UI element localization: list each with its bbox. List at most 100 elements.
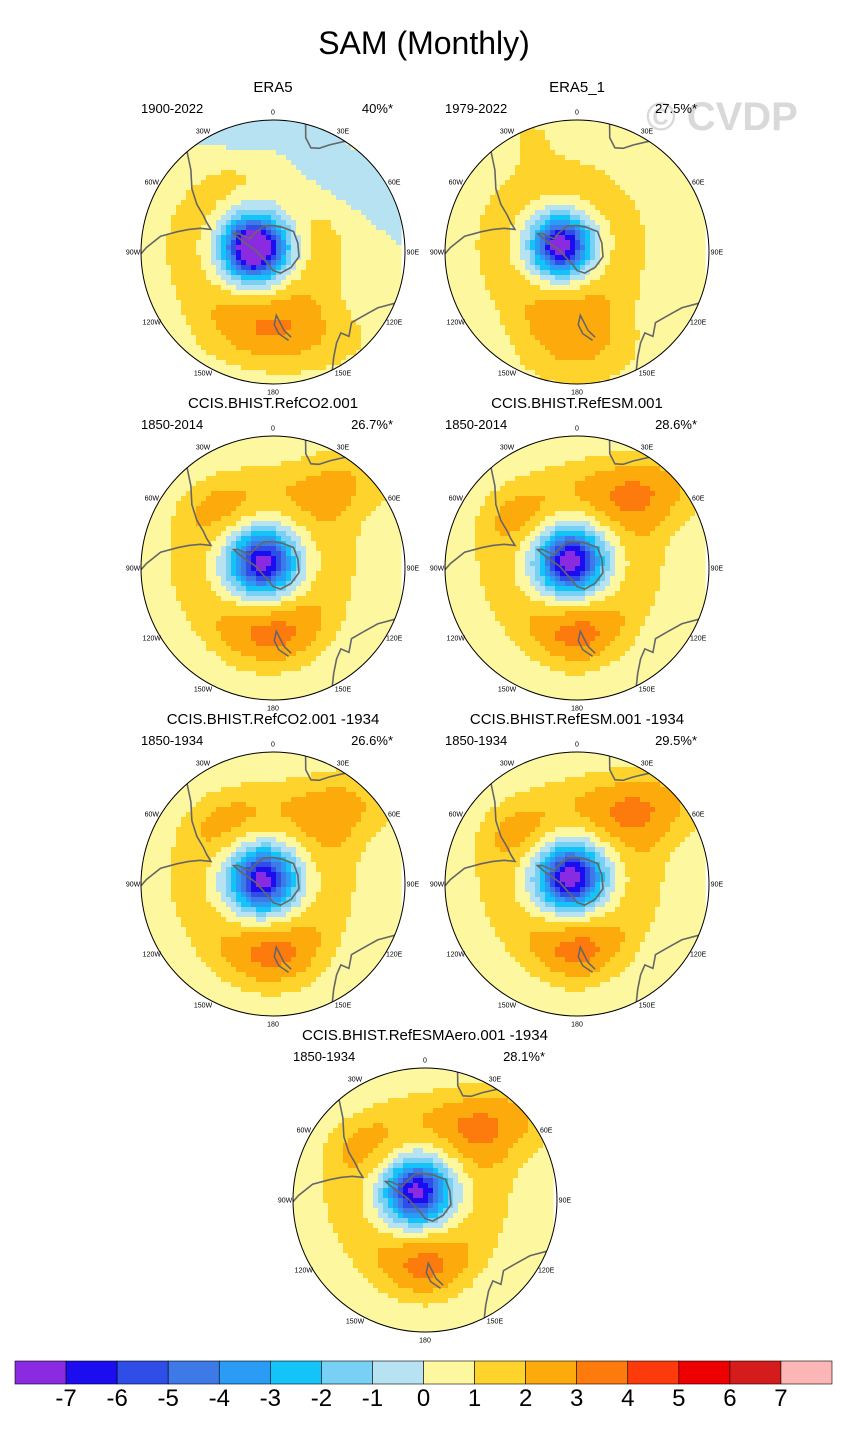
australia-coastline	[635, 617, 703, 690]
map-panel: 0 30E 60E 90E 120E 150E 180 150W 120W 90W 60W 30W CC…	[430, 711, 724, 1028]
panel-variance: 26.6%*	[351, 733, 393, 748]
australia-coastline	[331, 933, 399, 1006]
lon-tick-label: 60W	[449, 180, 464, 187]
colorbar-swatch	[14, 1360, 67, 1385]
lon-tick-label: 120E	[386, 635, 403, 642]
lon-tick-label: 150W	[498, 1003, 517, 1010]
samerica-coastline	[445, 780, 517, 890]
colorbar-swatch	[627, 1360, 680, 1385]
lon-tick-label: 180	[571, 389, 583, 396]
panel-variance: 28.6%*	[655, 417, 697, 432]
colorbar-label: 6	[723, 1385, 736, 1412]
nz-coastline	[577, 312, 596, 342]
lon-tick-label: 90E	[407, 882, 420, 889]
lon-tick-label: 90W	[126, 882, 141, 889]
panel-title: CCIS.BHIST.RefCO2.001	[188, 395, 358, 412]
colorbar-swatch	[729, 1360, 782, 1385]
lon-tick-label: 150E	[639, 1003, 656, 1010]
lon-tick-label: 60E	[540, 1128, 553, 1135]
africa-coastline	[456, 1069, 498, 1098]
australia-coastline	[635, 301, 703, 374]
lon-ticks: 0 30E 60E 90E 120E 150E 180 150W 120W 90W 60W 30W	[430, 426, 724, 713]
colorbar-label: -6	[106, 1385, 127, 1412]
panel-period: 1850-1934	[293, 1049, 355, 1064]
samerica-coastline	[445, 148, 517, 258]
lon-tick-label: 120W	[143, 635, 162, 642]
lon-tick-label: 60W	[145, 180, 160, 187]
lon-tick-label: 90W	[430, 882, 445, 889]
lon-tick-label: 30E	[641, 444, 654, 451]
lon-ticks: 0 30E 60E 90E 120E 150E 180 150W 120W 90W 60W 30W	[430, 742, 724, 1029]
panel-title: ERA5_1	[549, 79, 605, 96]
colorbar-label: -7	[55, 1385, 76, 1412]
australia-coastline	[331, 617, 399, 690]
nz-coastline	[425, 1260, 444, 1290]
lon-tick-label: 150E	[639, 687, 656, 694]
panel-variance: 26.7%*	[351, 417, 393, 432]
watermark: © CVDP	[646, 95, 798, 139]
lon-tick-label: 120W	[143, 319, 162, 326]
lon-tick-label: 60W	[449, 812, 464, 819]
lon-tick-label: 120E	[538, 1267, 555, 1274]
lon-tick-label: 120E	[386, 319, 403, 326]
lon-ticks: 0 30E 60E 90E 120E 150E 180 150W 120W 90W 60W 30W	[430, 110, 724, 397]
antarctica-coastline	[535, 224, 604, 274]
colorbar-swatch	[321, 1360, 373, 1385]
colorbar-swatch	[116, 1360, 169, 1385]
contour-field	[141, 752, 402, 1016]
lon-tick-label: 90E	[407, 566, 420, 573]
lon-tick-label: 30E	[489, 1076, 502, 1083]
lon-ticks: 0 30E 60E 90E 120E 150E 180 150W 120W 90W 60W 30W	[126, 110, 420, 397]
nz-coastline	[273, 944, 292, 974]
lon-tick-label: 150E	[335, 687, 352, 694]
lon-tick-label: 150W	[498, 371, 517, 378]
nz-coastline	[577, 628, 596, 658]
lon-tick-label: 0	[575, 426, 579, 433]
colorbar-label: -3	[260, 1385, 281, 1412]
africa-coastline	[304, 437, 346, 466]
lon-tick-label: 180	[267, 1021, 279, 1028]
colorbar-label: 2	[519, 1385, 532, 1412]
australia-coastline	[331, 301, 399, 374]
africa-coastline	[608, 753, 650, 782]
nz-coastline	[577, 944, 596, 974]
colorbar-swatch	[474, 1360, 526, 1385]
colorbar: -7 -6 -5 -4 -3 -2 -1 0 1 2 3 4 5 6 7	[14, 1360, 833, 1412]
map-outline	[292, 1067, 558, 1333]
panel-period: 1900-2022	[141, 101, 203, 116]
panel-period: 1850-2014	[141, 417, 203, 432]
panel-variance: 28.1%*	[503, 1049, 545, 1064]
lon-tick-label: 150W	[194, 687, 213, 694]
map-outline	[444, 119, 710, 385]
lon-tick-label: 90E	[711, 882, 724, 889]
colorbar-swatch	[372, 1360, 424, 1385]
antarctica-coastline	[535, 540, 604, 590]
lon-tick-label: 120W	[447, 635, 466, 642]
colorbar-swatch	[678, 1360, 731, 1385]
lon-tick-label: 90W	[126, 566, 141, 573]
map-panel: 0 30E 60E 90E 120E 150E 180 150W 120W 90W 60W 30W CC…	[278, 1027, 572, 1344]
panel-period: 1979-2022	[445, 101, 507, 116]
lon-tick-label: 120W	[143, 951, 162, 958]
lon-tick-label: 30W	[500, 760, 515, 767]
antarctica-coastline	[231, 856, 300, 906]
lon-tick-label: 150E	[487, 1319, 504, 1326]
lon-tick-label: 60E	[388, 496, 401, 503]
panel-variance: 29.5%*	[655, 733, 697, 748]
map-outline	[444, 435, 710, 701]
lon-tick-label: 30W	[348, 1076, 363, 1083]
lon-tick-label: 30W	[196, 444, 211, 451]
lon-tick-label: 0	[423, 1058, 427, 1065]
antarctica-coastline	[535, 856, 604, 906]
colorbar-swatch	[525, 1360, 577, 1385]
lon-tick-label: 150E	[639, 371, 656, 378]
lon-tick-label: 180	[267, 389, 279, 396]
lon-tick-label: 180	[267, 705, 279, 712]
lon-tick-label: 90E	[407, 250, 420, 257]
colorbar-swatch	[423, 1360, 475, 1385]
panel-variance: 40%*	[362, 101, 393, 116]
lon-tick-label: 60W	[145, 496, 160, 503]
colorbar-label: 0	[417, 1385, 430, 1412]
map-outline	[140, 751, 406, 1017]
